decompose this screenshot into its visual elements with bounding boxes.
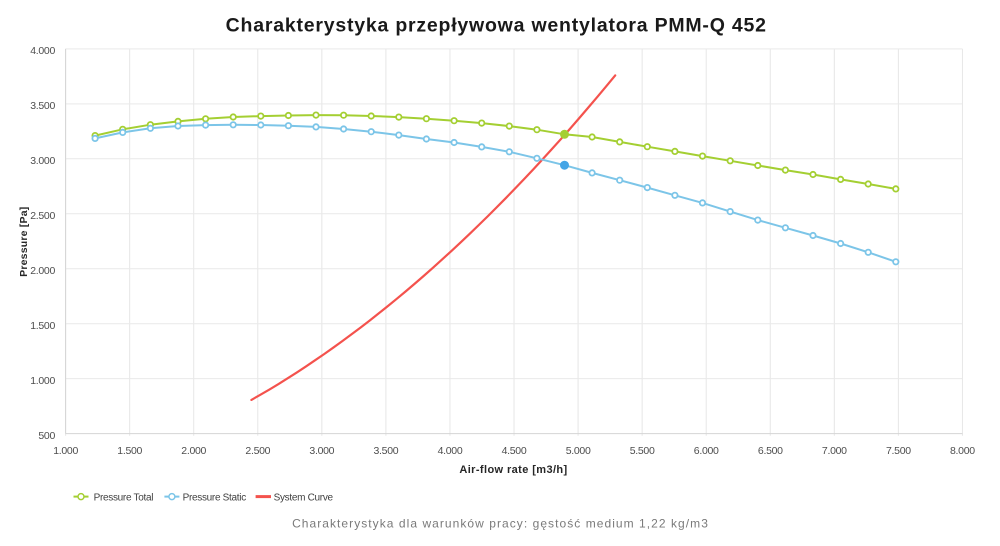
svg-text:5.000: 5.000	[566, 445, 591, 457]
svg-text:1.000: 1.000	[53, 445, 78, 457]
svg-text:1.500: 1.500	[117, 445, 142, 457]
svg-text:7.000: 7.000	[822, 445, 847, 457]
svg-text:Pressure Static: Pressure Static	[183, 493, 247, 504]
svg-text:Pressure Total: Pressure Total	[94, 493, 154, 504]
svg-text:2.500: 2.500	[245, 445, 270, 457]
svg-text:1.000: 1.000	[30, 375, 55, 387]
svg-text:2.500: 2.500	[30, 210, 55, 222]
svg-text:3.000: 3.000	[309, 445, 334, 457]
svg-text:3.500: 3.500	[30, 100, 55, 112]
svg-text:7.500: 7.500	[886, 445, 911, 457]
svg-text:Pressure [Pa]: Pressure [Pa]	[18, 207, 30, 277]
svg-text:6.000: 6.000	[694, 445, 719, 457]
svg-text:500: 500	[38, 430, 55, 442]
svg-text:4.500: 4.500	[502, 445, 527, 457]
svg-text:6.500: 6.500	[758, 445, 783, 457]
svg-text:3.500: 3.500	[374, 445, 399, 457]
svg-text:Air-flow rate [m3/h]: Air-flow rate [m3/h]	[459, 464, 567, 476]
svg-text:System Curve: System Curve	[274, 493, 334, 504]
svg-text:5.500: 5.500	[630, 445, 655, 457]
svg-text:3.000: 3.000	[30, 155, 55, 167]
svg-text:8.000: 8.000	[950, 445, 975, 457]
svg-text:2.000: 2.000	[181, 445, 206, 457]
svg-text:Charakterystyka przepływowa we: Charakterystyka przepływowa wentylatora …	[226, 14, 767, 36]
svg-text:4.000: 4.000	[30, 45, 55, 57]
svg-text:Charakterystyka dla warunków p: Charakterystyka dla warunków pracy: gęst…	[292, 516, 709, 530]
svg-text:2.000: 2.000	[30, 265, 55, 277]
svg-text:1.500: 1.500	[30, 320, 55, 332]
svg-text:4.000: 4.000	[438, 445, 463, 457]
